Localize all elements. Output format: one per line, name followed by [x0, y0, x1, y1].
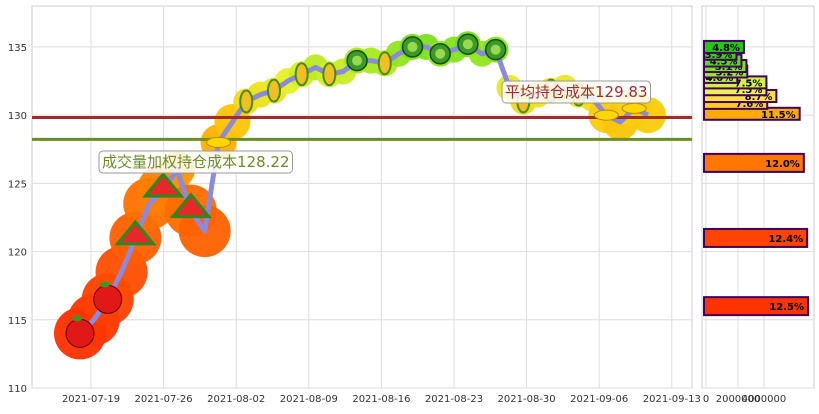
- x-tick-label: 2021-09-13: [643, 394, 701, 405]
- x-tick-label: 2021-08-09: [280, 394, 338, 405]
- reference-label-box: [98, 150, 293, 174]
- apple-marker: [93, 284, 123, 314]
- volume-percent-label: 4.8%: [712, 43, 740, 54]
- fruit-marker: [593, 109, 619, 121]
- volume-percent-label: 12.0%: [765, 159, 800, 170]
- volume-profile-bars: 12.5%12.4%12.0%11.5%7.6%8.7%7.5%7.5%4.0%…: [703, 39, 809, 317]
- fruit-marker: [206, 136, 232, 148]
- banana-marker: [206, 136, 232, 148]
- banana-marker: [621, 102, 647, 114]
- banana-marker: [593, 109, 619, 121]
- reference-line-label: 成交量加权持仓成本128.22: [102, 153, 290, 171]
- y-tick-label: 115: [8, 316, 27, 327]
- fruit-marker: [429, 43, 451, 65]
- volume-percent-label: 7.5%: [735, 85, 763, 96]
- grid-lines: [32, 6, 814, 389]
- corn-marker: [294, 62, 309, 87]
- vp-x-tick-label: 2000000: [716, 394, 761, 405]
- volume-percent-label: 7.6%: [735, 99, 763, 110]
- watermelon-marker: [114, 219, 157, 246]
- volume-percent-label: 8.7%: [745, 92, 773, 103]
- x-tick-label: 2021-08-16: [352, 394, 410, 405]
- fruit-marker: [457, 33, 479, 55]
- fruit-markers: [65, 33, 647, 348]
- fruit-marker: [239, 89, 254, 114]
- volume-percent-label: 11.5%: [761, 110, 796, 121]
- volume-bar: [703, 39, 745, 54]
- corn-marker: [322, 62, 337, 87]
- fruit-marker: [322, 62, 337, 87]
- x-tick-label: 2021-08-02: [207, 394, 265, 405]
- y-tick-label: 120: [8, 248, 27, 259]
- reference-lines: [32, 115, 692, 141]
- melon-core: [352, 55, 363, 66]
- y-tick-label: 125: [8, 179, 27, 190]
- annotations: 成交量加权持仓成本128.22 平均持仓成本129.83: [98, 80, 651, 174]
- fruit-marker: [169, 192, 212, 219]
- y-tick-label: 135: [8, 43, 27, 54]
- reference-line-label: 平均持仓成本129.83: [505, 83, 648, 101]
- fruit-marker: [484, 38, 507, 61]
- vp-x-tick-label: 0: [703, 394, 709, 405]
- apple-leaf: [99, 281, 110, 288]
- reference-label-box: [501, 80, 651, 104]
- volume-bar: [703, 296, 809, 317]
- vp-x-tick-label: 4000000: [742, 394, 787, 405]
- axis-ticks: 110 115 120 125 130 135 2021-07-19 2021-07-26 20…: [8, 43, 786, 405]
- melon-core: [435, 48, 446, 59]
- volume-bar: [703, 152, 805, 173]
- volume-percent-label: 3.9%: [705, 50, 733, 61]
- x-tick-label: 2021-09-06: [570, 394, 628, 405]
- fruit-marker: [114, 219, 157, 246]
- fruit-marker: [294, 62, 309, 87]
- corn-marker: [266, 78, 281, 103]
- melon-core: [462, 39, 473, 50]
- x-tick-label: 2021-08-23: [425, 394, 483, 405]
- fruit-marker: [346, 49, 368, 72]
- melon-core: [490, 44, 501, 55]
- volume-percent-label: 4.5%: [710, 57, 738, 68]
- volume-percent-label: 12.5%: [769, 302, 804, 313]
- fruit-marker: [93, 281, 123, 314]
- corn-marker: [377, 51, 392, 76]
- fruit-marker: [377, 51, 392, 76]
- fruit-marker: [141, 171, 185, 198]
- apple-marker: [65, 318, 95, 348]
- y-tick-label: 110: [8, 384, 27, 395]
- corn-marker: [239, 89, 254, 114]
- apple-leaf: [72, 315, 82, 322]
- volume-percent-label: 12.4%: [768, 234, 803, 245]
- fruit-marker: [621, 102, 647, 114]
- volume-bar: [703, 227, 809, 248]
- watermelon-marker: [141, 171, 185, 198]
- watermelon-marker: [169, 192, 212, 219]
- volume-percent-label: 7.5%: [735, 78, 763, 89]
- fruit-marker: [266, 78, 281, 103]
- x-tick-label: 2021-07-26: [135, 394, 193, 405]
- x-tick-label: 2021-07-19: [62, 394, 120, 405]
- melon-core: [407, 41, 418, 52]
- x-tick-label: 2021-08-30: [498, 394, 556, 405]
- fruit-marker: [401, 36, 424, 58]
- fruit-marker: [65, 315, 95, 348]
- y-tick-label: 130: [8, 111, 27, 122]
